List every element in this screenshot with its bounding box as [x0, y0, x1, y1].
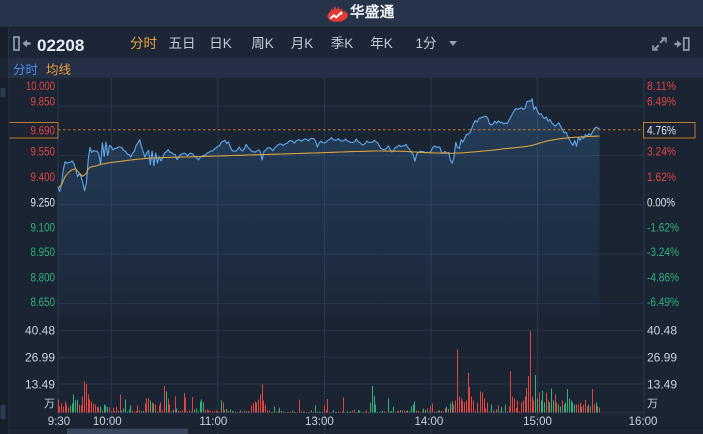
svg-text:万: 万 [647, 398, 658, 410]
svg-text:万: 万 [44, 398, 55, 410]
svg-text:8.650: 8.650 [31, 295, 56, 309]
svg-text:8.11%: 8.11% [647, 79, 676, 93]
svg-text:1.62%: 1.62% [647, 170, 676, 184]
svg-text:13.49: 13.49 [25, 377, 55, 391]
svg-text:26.99: 26.99 [25, 351, 55, 365]
svg-text:9.100: 9.100 [31, 220, 56, 234]
svg-text:26.99: 26.99 [647, 351, 677, 365]
svg-text:13.49: 13.49 [647, 377, 677, 391]
svg-text:10:00: 10:00 [93, 416, 122, 428]
svg-text:-4.86%: -4.86% [647, 270, 679, 284]
svg-text:10.000: 10.000 [26, 79, 55, 93]
svg-text:3.24%: 3.24% [647, 145, 676, 159]
svg-text:9.250: 9.250 [31, 195, 56, 209]
svg-text:9.850: 9.850 [31, 95, 56, 109]
svg-text:9.550: 9.550 [31, 145, 56, 159]
svg-text:15:00: 15:00 [523, 416, 552, 428]
svg-text:4.76%: 4.76% [647, 123, 676, 137]
svg-text:40.48: 40.48 [25, 324, 55, 338]
svg-text:6.49%: 6.49% [647, 95, 676, 109]
svg-text:-1.62%: -1.62% [647, 220, 679, 234]
svg-text:-6.49%: -6.49% [647, 295, 679, 309]
svg-text:11:00: 11:00 [199, 416, 227, 428]
svg-text:14:00: 14:00 [415, 416, 444, 428]
svg-text:8.950: 8.950 [31, 245, 56, 259]
svg-text:13:00: 13:00 [305, 416, 334, 428]
svg-text:9:30: 9:30 [48, 416, 70, 428]
svg-text:8.800: 8.800 [31, 270, 56, 284]
svg-text:0.00%: 0.00% [647, 195, 675, 209]
svg-text:9.400: 9.400 [31, 170, 56, 184]
svg-text:-3.24%: -3.24% [647, 245, 679, 259]
svg-text:9.690: 9.690 [31, 123, 56, 137]
svg-text:16:00: 16:00 [629, 416, 658, 428]
svg-text:40.48: 40.48 [647, 324, 677, 338]
